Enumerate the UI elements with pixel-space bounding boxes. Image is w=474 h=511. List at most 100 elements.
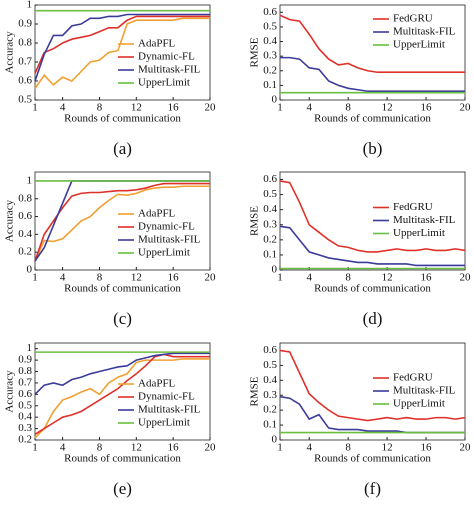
x-tick-label: 20 xyxy=(205,272,217,284)
x-tick-label: 12 xyxy=(131,272,142,284)
x-axis-title: Rounds of communication xyxy=(64,453,181,465)
x-tick-label: 16 xyxy=(421,102,433,114)
y-tick-label: 0.6 xyxy=(263,173,277,185)
x-tick-label: 8 xyxy=(345,442,351,454)
y-tick-label: 0.5 xyxy=(18,94,32,106)
y-tick-label: 0.4 xyxy=(263,35,277,47)
x-tick-label: 20 xyxy=(205,442,217,454)
legend-label: Dynamic-FL xyxy=(138,51,195,63)
x-tick-label: 12 xyxy=(131,102,142,114)
x-tick-label: 12 xyxy=(382,272,393,284)
x-tick-label: 4 xyxy=(306,102,312,114)
y-tick-label: 0.7 xyxy=(18,376,32,388)
x-tick-label: 12 xyxy=(382,442,393,454)
y-tick-label: 0.8 xyxy=(18,365,32,377)
x-tick-label: 20 xyxy=(460,442,472,454)
legend-label: UpperLimit xyxy=(138,417,190,429)
legend-label: Dynamic-FL xyxy=(138,221,195,233)
plot-frame xyxy=(34,171,211,271)
y-tick-label: 0.1 xyxy=(263,248,277,260)
y-tick-label: 0 xyxy=(272,94,278,106)
x-tick-label: 4 xyxy=(306,442,312,454)
y-tick-label: 0 xyxy=(27,264,33,276)
x-tick-label: 8 xyxy=(345,272,351,284)
x-tick-label: 12 xyxy=(131,442,142,454)
y-axis-title: RMSE xyxy=(249,37,261,67)
y-tick-label: 0.6 xyxy=(263,6,277,18)
legend-label: FedGRU xyxy=(393,13,433,25)
y-tick-label: 0.9 xyxy=(18,354,32,366)
panel-caption: (b) xyxy=(363,139,383,158)
x-tick-label: 20 xyxy=(460,102,472,114)
y-tick-label: 0.2 xyxy=(18,434,32,446)
x-tick-label: 4 xyxy=(306,272,312,284)
data-line xyxy=(34,182,210,262)
y-tick-label: 0.2 xyxy=(263,64,277,76)
x-tick-label: 1 xyxy=(32,102,38,114)
y-tick-label: 1 xyxy=(27,342,33,354)
data-line xyxy=(279,14,465,74)
y-tick-label: 0.4 xyxy=(18,411,32,423)
x-axis-title: Rounds of communication xyxy=(64,113,181,125)
x-axis-title: Rounds of communication xyxy=(64,283,181,295)
y-tick-label: 1 xyxy=(27,0,33,11)
legend-label: UpperLimit xyxy=(393,39,445,51)
y-tick-label: 0.4 xyxy=(263,374,277,386)
y-tick-label: 0.8 xyxy=(18,192,32,204)
x-tick-label: 20 xyxy=(460,272,472,284)
x-tick-label: 1 xyxy=(277,272,283,284)
x-tick-label: 4 xyxy=(60,102,66,114)
legend-label: UpperLimit xyxy=(138,247,190,259)
x-axis-title: Rounds of communication xyxy=(314,113,431,125)
x-axis-title: Rounds of communication xyxy=(314,283,431,295)
panel-caption: (a) xyxy=(113,139,132,158)
y-tick-label: 0.5 xyxy=(263,359,277,371)
panel-caption: (d) xyxy=(363,309,383,328)
y-tick-label: 0.4 xyxy=(263,203,277,215)
data-line xyxy=(34,352,210,395)
y-tick-label: 0.5 xyxy=(263,20,277,32)
y-axis-title: RMSE xyxy=(249,206,261,236)
legend-label: Multitask-FIL xyxy=(393,385,456,397)
y-axis-title: RMSE xyxy=(249,376,261,406)
y-tick-label: 0.2 xyxy=(263,233,277,245)
legend-label: FedGRU xyxy=(393,201,433,213)
y-tick-label: 0.8 xyxy=(18,37,32,49)
y-axis-title: Accuracy xyxy=(4,31,16,74)
plot-frame xyxy=(34,4,211,101)
panel-caption: (c) xyxy=(113,309,132,328)
x-tick-label: 16 xyxy=(168,442,180,454)
y-tick-label: 0.5 xyxy=(263,188,277,200)
x-tick-label: 16 xyxy=(421,442,433,454)
data-line xyxy=(279,349,466,422)
legend-label: Dynamic-FL xyxy=(138,391,195,403)
y-tick-label: 0.5 xyxy=(18,399,32,411)
y-tick-label: 0.6 xyxy=(263,344,277,356)
data-line xyxy=(34,17,210,90)
y-tick-label: 0.7 xyxy=(18,56,32,68)
data-line xyxy=(280,56,465,93)
y-tick-label: 0.3 xyxy=(263,50,277,62)
data-line xyxy=(34,358,210,439)
y-tick-label: 0.9 xyxy=(18,18,32,30)
y-axis-title: Accuracy xyxy=(4,370,16,413)
x-tick-label: 20 xyxy=(205,102,217,114)
x-tick-label: 8 xyxy=(97,102,103,114)
y-tick-label: 1 xyxy=(27,174,33,186)
legend-label: Multitask-FIL xyxy=(138,64,201,76)
data-line xyxy=(279,180,466,253)
plot-frame xyxy=(279,4,466,101)
x-tick-label: 8 xyxy=(345,102,351,114)
data-line xyxy=(34,185,210,262)
y-tick-label: 0.6 xyxy=(18,210,32,222)
plot-frame xyxy=(34,342,211,441)
y-tick-label: 0.6 xyxy=(18,75,32,87)
x-axis-title: Rounds of communication xyxy=(314,453,431,465)
y-tick-label: 0.1 xyxy=(263,79,277,91)
x-tick-label: 1 xyxy=(32,272,38,284)
legend-label: Multitask-FIL xyxy=(138,234,201,246)
legend-label: Multitask-FIL xyxy=(393,214,456,226)
y-tick-label: 0.6 xyxy=(18,388,32,400)
data-line xyxy=(34,13,210,82)
